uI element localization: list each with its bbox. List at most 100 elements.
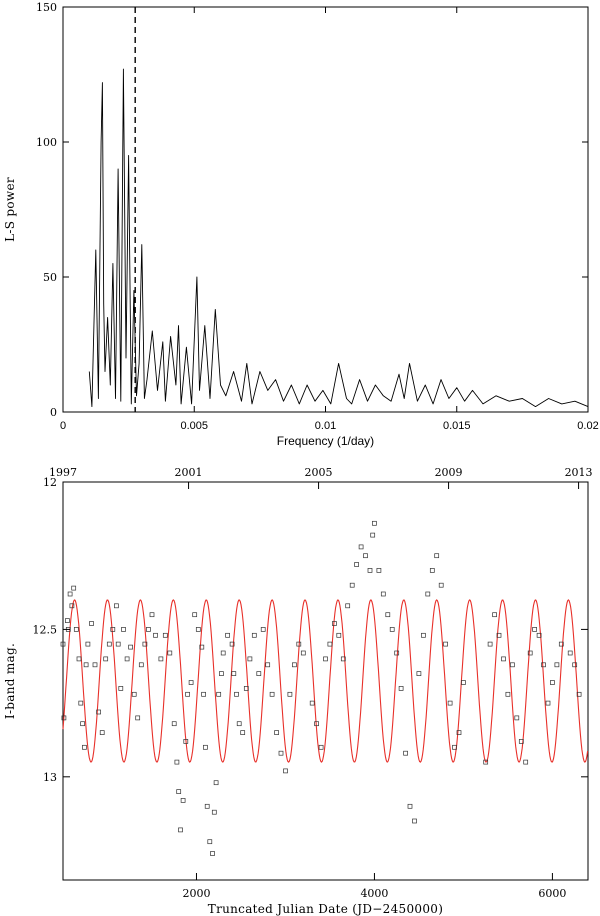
observation-point <box>67 591 73 597</box>
observation-point <box>518 739 524 744</box>
observation-point <box>176 789 182 794</box>
observation-point <box>201 691 206 697</box>
observation-point <box>256 671 262 676</box>
observation-point <box>576 691 582 697</box>
observation-point <box>385 612 391 618</box>
observation-point <box>229 641 235 647</box>
observation-point <box>567 650 573 656</box>
observation-point <box>162 632 168 638</box>
observation-point <box>178 827 183 833</box>
observation-point <box>572 662 578 668</box>
observation-point <box>185 691 190 697</box>
observation-point <box>61 715 67 721</box>
light-curve-y-axis-label: I-band mag. <box>3 643 17 719</box>
observation-point <box>532 627 537 632</box>
periodogram-y-tick-label: 100 <box>36 136 57 149</box>
observation-point <box>213 780 219 786</box>
observation-point <box>407 803 413 809</box>
observation-point <box>456 730 462 735</box>
observation-point <box>149 612 155 618</box>
observation-point <box>219 671 224 676</box>
observation-point <box>340 656 346 662</box>
observation-point <box>110 627 116 632</box>
observation-point <box>425 591 431 597</box>
observation-point <box>558 641 564 647</box>
observation-point <box>220 650 226 656</box>
observation-point <box>327 641 333 647</box>
observation-point <box>247 656 253 662</box>
observation-point <box>300 650 306 656</box>
observation-point <box>260 627 266 632</box>
year-axis-tick-label: 1997 <box>49 466 77 479</box>
observation-point <box>443 641 448 647</box>
observation-point <box>142 641 148 647</box>
periodogram-x-tick-label: 0.01 <box>315 420 336 432</box>
periodogram-y-tick-label: 0 <box>50 406 57 419</box>
observation-point <box>167 650 173 656</box>
observation-point <box>370 532 376 538</box>
periodogram-series-line <box>88 68 589 408</box>
light-curve-y-tick-label: 12 <box>43 476 57 489</box>
observation-point <box>398 686 404 691</box>
observation-point <box>416 671 422 676</box>
light-curve-x-tick-label: 4000 <box>360 887 388 900</box>
light-curve-x-axis-label: Truncated Julian Date (JD−2450000) <box>208 902 443 916</box>
observation-point <box>243 686 249 691</box>
observation-point <box>367 568 373 573</box>
observation-point <box>131 691 137 697</box>
periodogram-y-tick-label: 150 <box>36 1 57 14</box>
periodogram-panel: 0 0.005 0.01 0.015 0.02 0 50 100 150 Frequency (… <box>3 1 599 448</box>
observation-point <box>80 721 85 727</box>
observation-point <box>429 568 435 573</box>
observation-point <box>99 730 105 735</box>
observation-point <box>318 744 324 750</box>
observation-point <box>389 627 395 632</box>
observation-point <box>447 700 453 706</box>
observation-point <box>118 686 124 691</box>
observation-point <box>174 759 180 765</box>
light-curve-panel: 2000 4000 6000 1997 2001 2005 2009 2013 12 12.5 13… <box>3 466 593 916</box>
observation-point <box>527 650 533 656</box>
observation-point <box>363 553 368 559</box>
observation-point <box>545 700 551 706</box>
light-curve-plot-frame <box>62 481 589 881</box>
periodogram-x-tick-label: 0 <box>60 420 66 432</box>
observation-point <box>461 680 466 685</box>
observation-point <box>349 582 355 588</box>
observation-point <box>323 656 328 662</box>
observation-point <box>314 721 319 727</box>
observation-point <box>523 759 529 765</box>
observation-point <box>183 739 189 744</box>
observation-point <box>216 691 222 697</box>
observation-point <box>394 650 400 656</box>
observation-point <box>192 612 198 618</box>
observation-point <box>452 744 457 750</box>
observation-point <box>345 603 351 609</box>
observation-point <box>195 627 201 632</box>
observation-point <box>292 662 297 668</box>
observation-point <box>78 700 84 706</box>
observation-point <box>287 691 293 697</box>
observation-point <box>153 632 158 638</box>
observation-point <box>536 632 542 638</box>
observation-point <box>114 603 119 609</box>
observation-point <box>309 700 315 706</box>
observation-point <box>96 709 101 715</box>
observation-point <box>265 662 271 668</box>
observation-point <box>71 585 77 591</box>
year-axis-tick-label: 2001 <box>175 466 203 479</box>
observation-point <box>234 691 239 697</box>
periodogram-y-tick-label: 50 <box>43 271 57 284</box>
observation-point <box>204 803 210 809</box>
year-axis-tick-label: 2005 <box>305 466 333 479</box>
observation-point <box>332 621 337 626</box>
observation-point <box>65 618 70 623</box>
observation-point <box>421 632 426 638</box>
observation-point <box>180 798 186 803</box>
observation-point <box>106 641 112 647</box>
observation-point <box>73 627 79 632</box>
observation-point <box>554 662 560 668</box>
observation-point <box>269 691 275 697</box>
observation-point <box>199 644 205 650</box>
light-curve-y-tick-label: 13 <box>43 771 57 784</box>
